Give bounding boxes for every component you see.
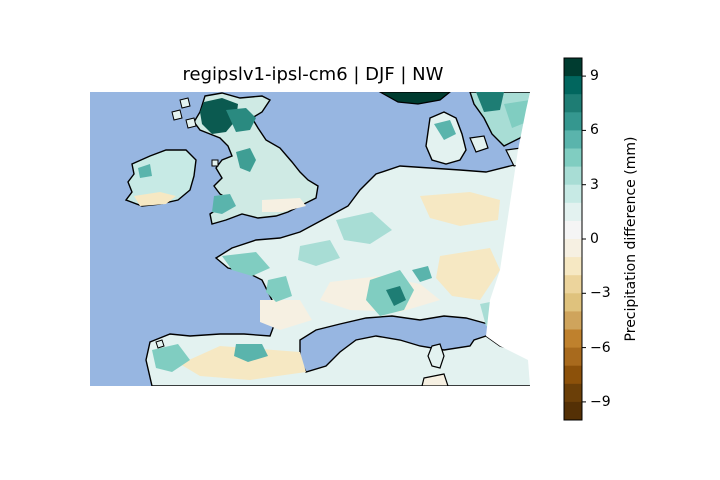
colorbar-bin — [564, 329, 582, 349]
corsica — [427, 343, 445, 369]
colorbar-bin — [564, 76, 582, 95]
ireland — [124, 149, 197, 207]
colorbar-bin — [564, 257, 582, 276]
colorbar-bin — [564, 130, 582, 149]
colorbar-bin — [564, 166, 582, 186]
colorbar-bin — [564, 220, 582, 240]
colorbar-bin — [564, 293, 582, 312]
colorbar-bin — [564, 58, 582, 77]
alps-wet-region — [386, 286, 406, 306]
colorbar-bin — [564, 275, 582, 294]
colorbar-tick-label: −9 — [590, 393, 611, 410]
colorbar-bin — [564, 365, 582, 385]
colorbar-tick-label: 6 — [590, 122, 599, 139]
colorbar-tick-label: −6 — [590, 339, 611, 356]
colorbar-bin — [564, 383, 582, 403]
colorbar-bin — [564, 401, 582, 421]
norway-tip — [378, 92, 451, 105]
colorbar-tick-label: −3 — [590, 285, 611, 302]
map-title: regipslv1-ipsl-cm6 | DJF | NW — [182, 64, 444, 85]
colorbar-bin — [564, 311, 582, 330]
scotland-wet-region — [200, 98, 238, 134]
outside-domain — [486, 92, 536, 386]
sardinia — [421, 373, 449, 386]
colorbar-bin — [564, 347, 582, 367]
colorbar-bin — [564, 148, 582, 168]
colorbar-label: Precipitation difference (mm) — [623, 136, 639, 342]
colorbar-bin — [564, 202, 582, 222]
colorbar-tick-label: 9 — [590, 68, 599, 85]
colorbar-bin — [564, 112, 582, 131]
colorbar-bin — [564, 239, 582, 258]
colorbar-bin — [564, 94, 582, 113]
colorbar-bin — [564, 184, 582, 204]
colorbar-tick-label: 3 — [590, 176, 599, 193]
colorbar-tick-label: 0 — [590, 231, 599, 247]
